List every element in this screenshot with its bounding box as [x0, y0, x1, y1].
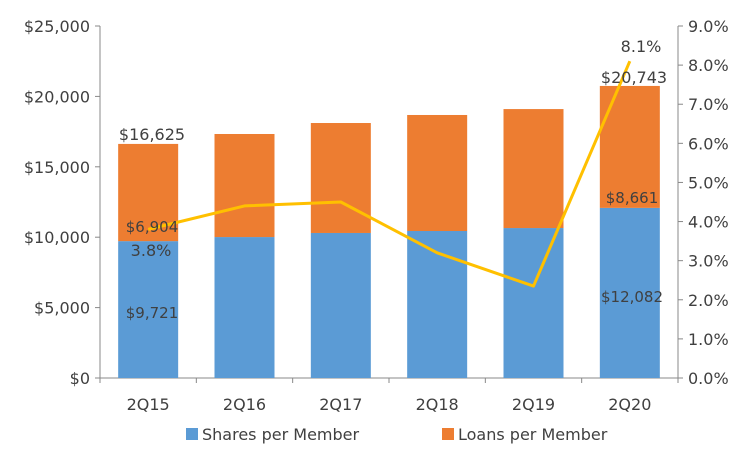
right-tick-label: 7.0%	[688, 95, 729, 114]
label-shares-2Q15: $9,721	[126, 304, 179, 322]
legend-swatch-shares	[186, 428, 198, 440]
x-tick-label: 2Q17	[319, 395, 362, 414]
x-tick-label: 2Q16	[223, 395, 266, 414]
bar-shares	[599, 207, 660, 378]
left-tick-label: $25,000	[24, 17, 90, 36]
right-tick-label: 8.0%	[688, 56, 729, 75]
bar-shares	[310, 232, 371, 378]
legend-swatch-loans	[442, 428, 454, 440]
bar-loans	[310, 123, 371, 233]
right-tick-label: 2.0%	[688, 291, 729, 310]
label-loans-2Q15: $6,904	[126, 218, 179, 236]
left-tick-label: $20,000	[24, 87, 90, 106]
label-total-2Q20: $20,743	[601, 68, 667, 87]
bar-shares	[214, 237, 275, 378]
left-tick-label: $0	[70, 369, 90, 388]
right-tick-label: 0.0%	[688, 369, 729, 388]
x-tick-label: 2Q19	[512, 395, 555, 414]
label-loans-2Q20: $8,661	[606, 189, 659, 207]
left-tick-label: $10,000	[24, 228, 90, 247]
legend-label-shares: Shares per Member	[202, 425, 359, 444]
x-tick-label: 2Q20	[608, 395, 651, 414]
left-tick-label: $15,000	[24, 158, 90, 177]
bar-shares	[407, 231, 468, 378]
right-tick-label: 6.0%	[688, 134, 729, 153]
bar-loans	[503, 109, 564, 229]
label-shares-2Q20: $12,082	[601, 288, 663, 306]
bar-shares	[503, 228, 564, 378]
left-tick-label: $5,000	[34, 299, 90, 318]
bar-shares	[118, 241, 179, 378]
x-tick-label: 2Q18	[416, 395, 459, 414]
legend-label-loans: Loans per Member	[458, 425, 608, 444]
label-line-2Q15: 3.8%	[131, 241, 172, 260]
bar-loans	[214, 133, 275, 238]
label-total-2Q15: $16,625	[119, 125, 185, 144]
right-tick-label: 4.0%	[688, 213, 729, 232]
x-tick-label: 2Q15	[127, 395, 170, 414]
growth-line	[147, 60, 632, 288]
right-tick-label: 1.0%	[688, 330, 729, 349]
bar-loans	[407, 114, 468, 232]
right-tick-label: 3.0%	[688, 252, 729, 271]
right-tick-label: 5.0%	[688, 173, 729, 192]
right-tick-label: 9.0%	[688, 17, 729, 36]
label-line-2Q20: 8.1%	[621, 37, 662, 56]
